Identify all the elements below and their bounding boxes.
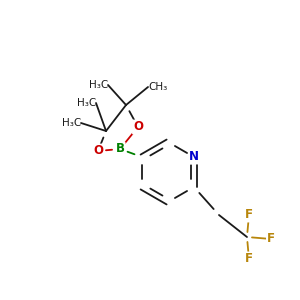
- Text: F: F: [245, 208, 253, 221]
- Text: F: F: [245, 253, 253, 266]
- Text: N: N: [189, 151, 199, 164]
- Text: CH₃: CH₃: [148, 82, 167, 92]
- Text: H₃C: H₃C: [89, 80, 108, 90]
- Text: F: F: [267, 232, 275, 245]
- Text: O: O: [93, 145, 103, 158]
- Text: H₃C: H₃C: [77, 98, 96, 108]
- Text: O: O: [133, 121, 143, 134]
- Text: H₃C: H₃C: [62, 118, 81, 128]
- Text: B: B: [116, 142, 124, 155]
